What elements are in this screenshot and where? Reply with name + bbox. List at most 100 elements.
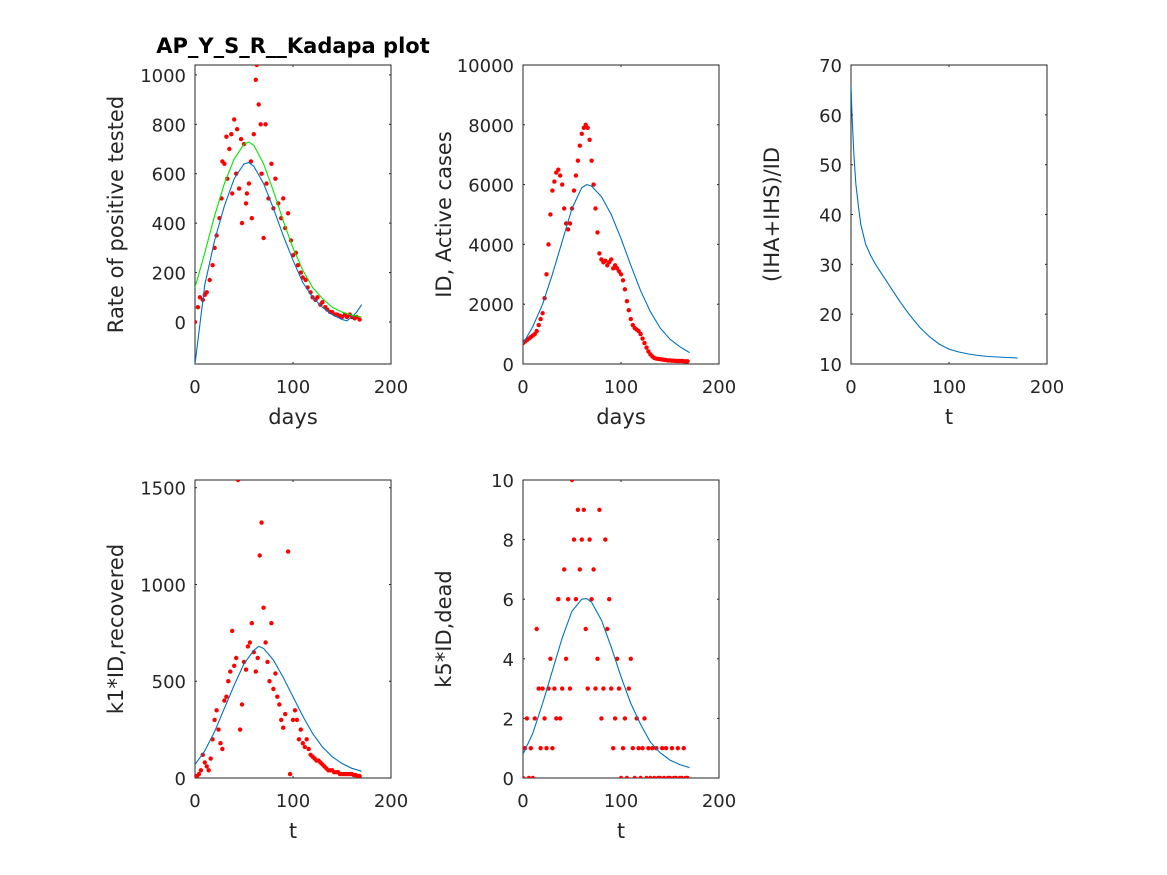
- data-point: [546, 242, 551, 247]
- data-point: [554, 716, 559, 721]
- data-point: [573, 597, 579, 602]
- data-point: [302, 744, 307, 750]
- data-point: [257, 553, 262, 558]
- data-point: [540, 686, 545, 691]
- y-tick-label: 8: [503, 531, 514, 552]
- data-point: [595, 656, 600, 661]
- data-point: [636, 746, 641, 751]
- data-point: [228, 669, 233, 674]
- plot-area: [523, 480, 690, 778]
- data-point: [534, 328, 539, 334]
- data-point: [261, 605, 266, 610]
- data-point: [550, 746, 555, 751]
- data-point: [611, 746, 616, 751]
- data-point: [256, 102, 261, 107]
- x-axis-label: t: [617, 819, 625, 843]
- y-tick-label: 40: [819, 206, 842, 227]
- data-point: [204, 290, 209, 295]
- data-point: [577, 143, 582, 148]
- y-tick-label: 0: [175, 313, 186, 334]
- data-point: [565, 227, 571, 232]
- x-axis-label: t: [289, 819, 297, 843]
- x-axis-label: days: [268, 405, 318, 429]
- data-point: [618, 272, 624, 277]
- data-point: [552, 179, 557, 184]
- data-point: [624, 775, 630, 778]
- data-point: [229, 132, 234, 137]
- x-tick-label: 0: [189, 791, 200, 812]
- data-point: [246, 181, 252, 186]
- data-point: [638, 775, 643, 778]
- data-point: [565, 597, 571, 602]
- y-axis-label: (IHA+IHS)/ID: [760, 147, 784, 282]
- x-axis-label: t: [945, 405, 953, 429]
- data-point: [214, 708, 219, 713]
- data-point: [202, 760, 207, 765]
- y-tick-label: 10: [819, 355, 842, 376]
- data-point: [300, 741, 305, 746]
- y-tick-label: 10: [491, 471, 514, 492]
- x-tick-label: 100: [604, 377, 638, 398]
- data-point: [609, 257, 614, 262]
- x-tick-label: 0: [517, 791, 528, 812]
- data-point: [263, 122, 268, 127]
- data-point: [607, 597, 612, 602]
- data-point: [579, 131, 584, 136]
- plot-area: [195, 480, 362, 778]
- data-point: [283, 711, 288, 717]
- data-point: [315, 295, 320, 300]
- data-point: [562, 567, 567, 572]
- data-point: [558, 716, 563, 721]
- data-point: [224, 134, 229, 139]
- y-tick-label: 0: [175, 769, 186, 790]
- data-point: [247, 640, 253, 645]
- data-point: [563, 656, 569, 661]
- chart-panel-3: 0 100 200 10 20 30 40 50 60 70 t (IHA+IHS)/ID: [760, 56, 1064, 429]
- data-point: [591, 182, 596, 187]
- x-tick-label: 200: [374, 791, 408, 812]
- data-point: [597, 251, 602, 256]
- data-point: [204, 764, 209, 769]
- data-point: [232, 117, 237, 122]
- series-line-1: [851, 84, 1018, 359]
- data-point: [298, 270, 303, 275]
- data-point: [650, 746, 655, 751]
- data-point: [556, 167, 561, 172]
- data-point: [679, 775, 684, 778]
- data-point: [548, 212, 553, 217]
- data-point: [675, 746, 680, 751]
- data-point: [597, 507, 602, 512]
- data-point: [534, 626, 539, 632]
- data-point: [591, 567, 596, 572]
- data-point: [344, 314, 350, 320]
- data-point: [263, 640, 268, 645]
- series-line-2: [195, 645, 362, 772]
- axes-box: [194, 479, 392, 779]
- y-tick-label: 1000: [140, 66, 186, 87]
- data-point: [258, 122, 263, 127]
- data-point: [290, 717, 296, 723]
- data-point: [579, 537, 584, 542]
- plot-area: [851, 84, 1018, 359]
- data-point: [601, 686, 606, 691]
- data-point: [530, 775, 535, 778]
- data-point: [640, 336, 645, 341]
- data-point: [281, 196, 286, 201]
- y-tick-label: 4000: [468, 235, 514, 256]
- data-point: [339, 314, 345, 320]
- data-point: [267, 679, 272, 684]
- data-point: [300, 275, 305, 280]
- data-point: [271, 686, 276, 692]
- data-point: [632, 775, 637, 778]
- data-point: [648, 775, 653, 778]
- data-point: [560, 182, 565, 187]
- data-point: [218, 741, 223, 746]
- data-point: [585, 125, 590, 130]
- data-point: [593, 686, 598, 691]
- y-tick-label: 2: [503, 709, 514, 730]
- data-point: [259, 520, 264, 525]
- data-point: [622, 716, 628, 721]
- data-point: [234, 127, 240, 132]
- y-axis-label: k1*ID,recovered: [104, 544, 128, 714]
- data-point: [230, 191, 235, 196]
